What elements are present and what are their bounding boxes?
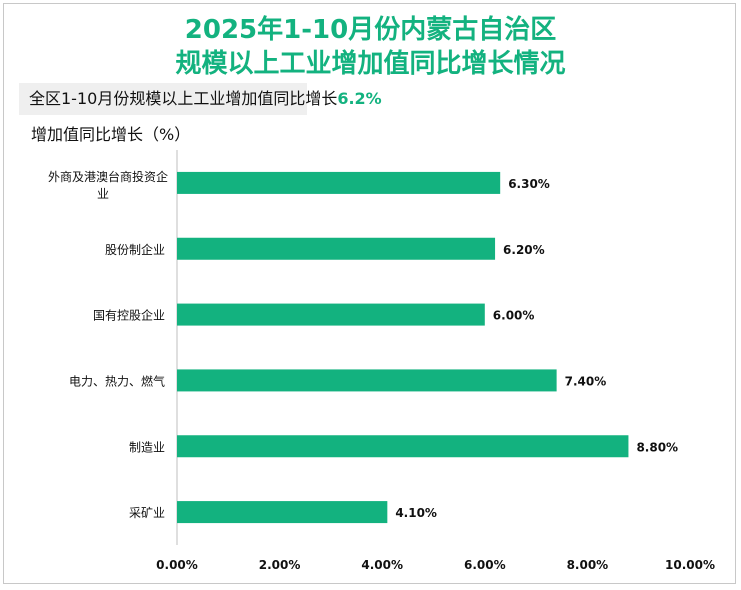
bar (177, 171, 501, 194)
data-label: 6.30% (508, 177, 550, 191)
x-tick-label: 6.00% (464, 558, 506, 572)
x-tick-label: 2.00% (259, 558, 301, 572)
data-label: 8.80% (636, 440, 678, 454)
bar (177, 237, 496, 260)
x-tick-label: 10.00% (665, 558, 715, 572)
y-axis-label: 增加值同比增长（%） (31, 125, 191, 144)
data-label: 7.40% (565, 374, 607, 388)
category-label: 股份制企业 (105, 242, 165, 257)
category-label: 外商及港澳台商投资企 (48, 169, 168, 184)
data-label: 6.00% (493, 309, 535, 323)
chart-title-line2: 规模以上工业增加值同比增长情况 (175, 49, 566, 79)
bar (177, 303, 485, 326)
x-tick-label: 8.00% (567, 558, 609, 572)
category-label: 采矿业 (129, 506, 165, 520)
summary-box: 全区1-10月份规模以上工业增加值同比增长6.2% (19, 83, 382, 115)
summary-value: 6.2% (337, 89, 382, 108)
x-tick-label: 4.00% (361, 558, 403, 572)
category-label: 制造业 (129, 440, 165, 454)
category-label: 电力、热力、燃气 (69, 373, 165, 388)
data-label: 6.20% (503, 243, 545, 257)
category-label: 业 (97, 187, 109, 201)
bar (177, 435, 629, 458)
chart-frame (3, 3, 736, 584)
bar (177, 501, 388, 524)
category-label: 国有控股企业 (93, 308, 165, 323)
bar (177, 369, 557, 392)
summary-text: 全区1-10月份规模以上工业增加值同比增长 (29, 89, 338, 108)
chart-title-line1: 2025年1-10月份内蒙古自治区 (184, 15, 557, 45)
x-tick-label: 0.00% (156, 558, 198, 572)
data-label: 4.10% (395, 506, 437, 520)
